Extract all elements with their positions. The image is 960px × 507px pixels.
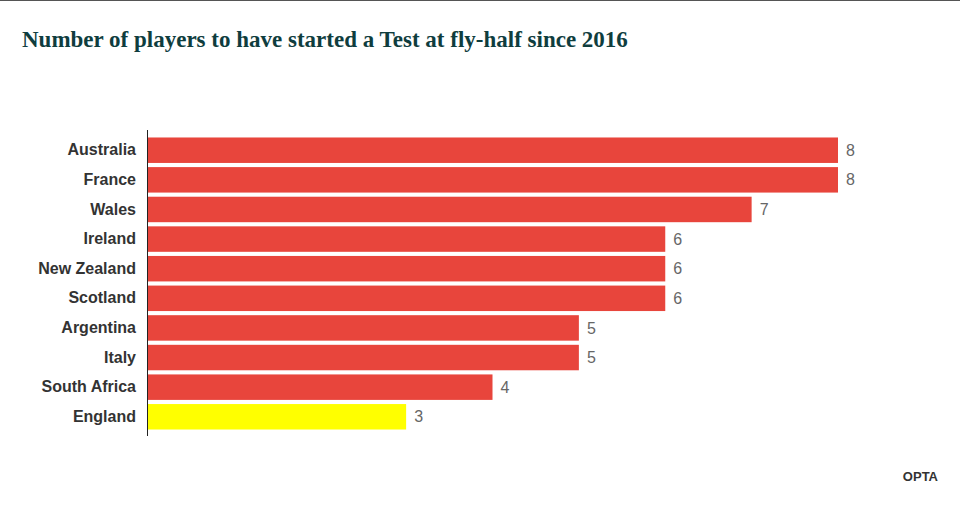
- y-tick-label: Argentina: [61, 319, 136, 336]
- y-tick: Argentina: [61, 319, 147, 336]
- bars: [147, 137, 838, 429]
- data-label: 8: [846, 142, 855, 159]
- y-tick-label: Ireland: [84, 230, 136, 247]
- y-tick: New Zealand: [38, 260, 147, 277]
- data-label: 8: [846, 171, 855, 188]
- y-tick-label: Italy: [104, 349, 136, 366]
- y-axis: Australia France Wales Ireland New Zealand Sc…: [38, 130, 147, 436]
- bar: [147, 404, 406, 429]
- bar: [147, 374, 493, 399]
- source: OPTA: [903, 469, 939, 484]
- bar: [147, 256, 665, 281]
- data-label: 5: [587, 349, 596, 366]
- bar: [147, 345, 579, 370]
- data-label: 5: [587, 320, 596, 337]
- y-tick: Scotland: [68, 289, 147, 306]
- y-tick-label: Wales: [90, 201, 136, 218]
- y-tick: Ireland: [84, 230, 147, 247]
- y-tick-label: Australia: [68, 141, 137, 158]
- chart-svg: Number of players to have started a Test…: [0, 0, 960, 507]
- data-label: 7: [760, 201, 769, 218]
- y-tick-label: Scotland: [68, 289, 136, 306]
- y-tick-label: England: [73, 408, 136, 425]
- data-label: 6: [673, 260, 682, 277]
- y-tick-label: France: [84, 171, 137, 188]
- bar: [147, 137, 838, 162]
- bar: [147, 226, 665, 251]
- data-label: 6: [673, 231, 682, 248]
- bar: [147, 197, 752, 222]
- y-tick: Wales: [90, 201, 147, 218]
- data-label: 4: [501, 379, 510, 396]
- data-labels: 8 8 7 6 6 6 5 5 4 3: [414, 142, 855, 426]
- data-label: 6: [673, 290, 682, 307]
- y-tick: England: [73, 408, 147, 425]
- y-axis-line: [147, 130, 148, 436]
- y-tick-label: South Africa: [41, 378, 136, 395]
- y-tick: South Africa: [41, 378, 147, 395]
- y-tick: Italy: [104, 349, 147, 366]
- chart-container: Number of players to have started a Test…: [0, 0, 960, 507]
- y-tick: Australia: [68, 141, 147, 158]
- top-rule: [0, 0, 960, 1]
- y-tick: France: [84, 171, 147, 188]
- data-label: 3: [414, 408, 423, 425]
- y-tick-label: New Zealand: [38, 260, 136, 277]
- bar: [147, 167, 838, 192]
- bar: [147, 286, 665, 311]
- chart-title: Number of players to have started a Test…: [22, 27, 628, 52]
- bar: [147, 315, 579, 340]
